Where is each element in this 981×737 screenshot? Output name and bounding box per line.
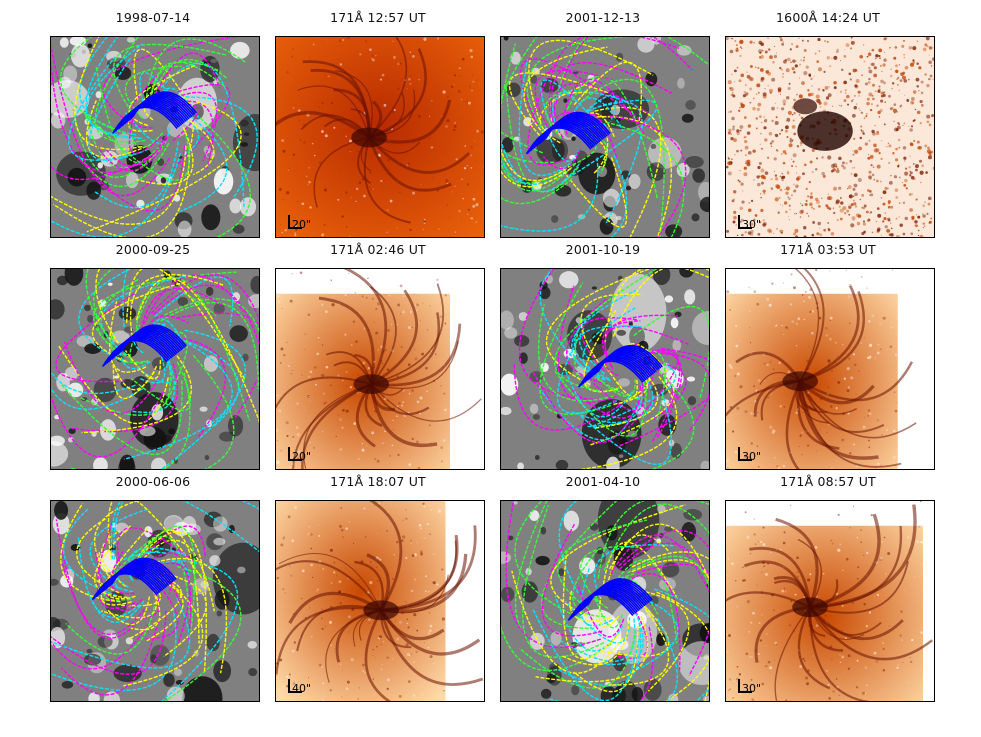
scale-label: 30": [742, 682, 762, 695]
panel-title: 2000-09-25: [115, 242, 191, 257]
magnetogram-image: [500, 500, 710, 702]
panel-title: 2001-10-19: [565, 242, 641, 257]
magnetogram-svg: [51, 501, 259, 701]
magnetogram-image: [500, 36, 710, 238]
scale-marker: 30": [738, 679, 761, 695]
euv-svg: [276, 269, 484, 469]
panel-title: 1998-07-14: [115, 10, 191, 25]
panel-title: 171Å 12:57 UT: [330, 10, 426, 25]
uv-image: 30": [725, 36, 935, 238]
magnetogram-svg: [51, 269, 259, 469]
panel-title: 171Å 02:46 UT: [330, 242, 426, 257]
magnetogram-image: [50, 268, 260, 470]
panel-title: 2001-04-10: [565, 474, 641, 489]
scale-label: 40": [292, 682, 312, 695]
scale-marker: 20": [288, 215, 311, 231]
panel-title: 171Å 18:07 UT: [330, 474, 426, 489]
euv-image: 30": [725, 500, 935, 702]
euv-svg: [726, 269, 934, 469]
euv-image: 40": [275, 500, 485, 702]
euv-image: 20": [275, 268, 485, 470]
magnetogram-image: [500, 268, 710, 470]
scale-label: 20": [292, 450, 312, 463]
uv-svg: [726, 37, 934, 237]
magnetogram-svg: [501, 501, 709, 701]
scale-marker: 40": [288, 679, 311, 695]
panel-title: 171Å 08:57 UT: [780, 474, 876, 489]
panel-title: 2001-12-13: [565, 10, 641, 25]
scale-label: 20": [292, 218, 312, 231]
magnetogram-svg: [501, 37, 709, 237]
scale-label: 30": [742, 218, 762, 231]
magnetogram-image: [50, 36, 260, 238]
scale-marker: 20": [288, 447, 311, 463]
scale-marker: 30": [738, 447, 761, 463]
euv-svg: [276, 501, 484, 701]
euv-svg: [276, 37, 484, 237]
euv-svg: [726, 501, 934, 701]
magnetogram-svg: [51, 37, 259, 237]
scale-marker: 30": [738, 215, 761, 231]
euv-image: 30": [725, 268, 935, 470]
panel-title: 1600Å 14:24 UT: [776, 10, 880, 25]
panel-title: 171Å 03:53 UT: [780, 242, 876, 257]
panel-title: 2000-06-06: [115, 474, 191, 489]
magnetogram-image: [50, 500, 260, 702]
scale-label: 30": [742, 450, 762, 463]
euv-image: 20": [275, 36, 485, 238]
magnetogram-svg: [501, 269, 709, 469]
